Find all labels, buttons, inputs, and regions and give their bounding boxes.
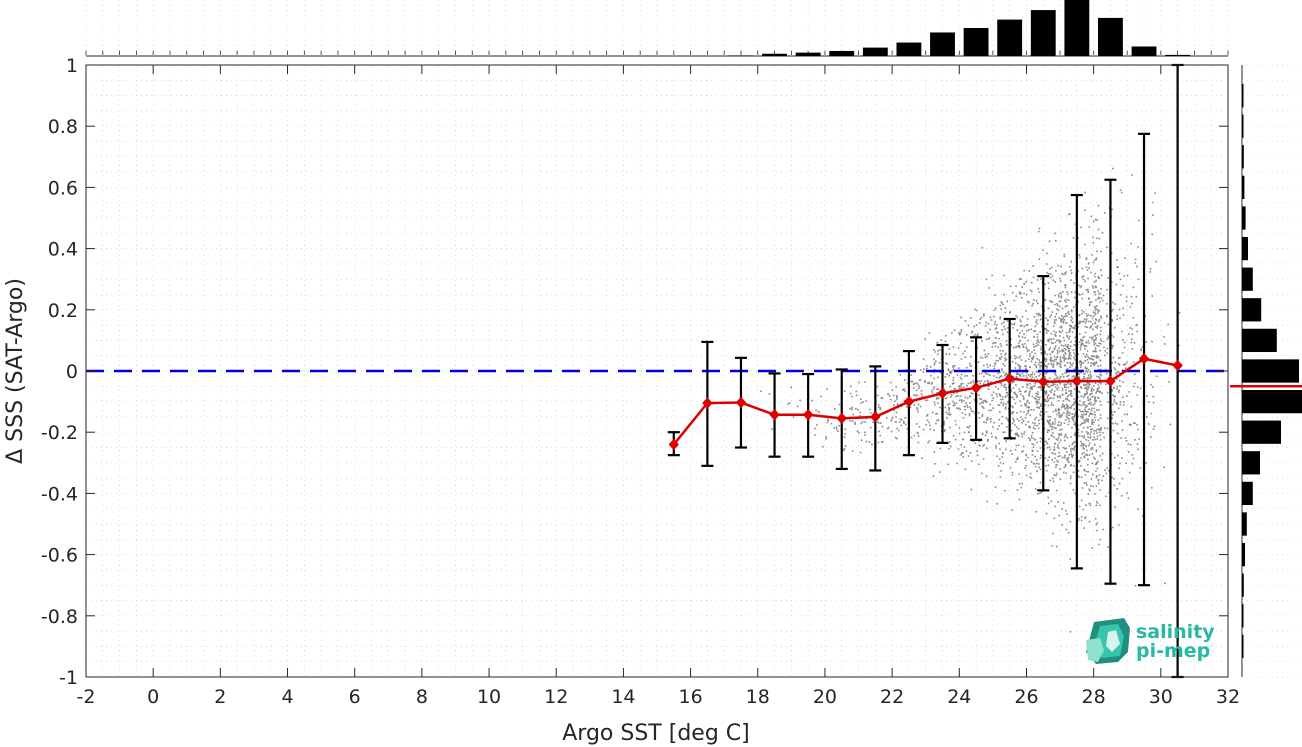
y-histogram-bar <box>1242 175 1245 200</box>
mean-marker <box>702 397 713 409</box>
y-tick-label: 0.4 <box>48 239 78 261</box>
y-tick-label: 0.8 <box>48 116 78 138</box>
y-histogram-bar <box>1242 481 1253 506</box>
y-histogram-bar <box>1242 359 1299 383</box>
mean-marker <box>836 412 847 425</box>
mean-marker <box>735 396 747 409</box>
x-tick-label: 30 <box>1149 686 1173 708</box>
y-tick-label: 0.6 <box>48 177 78 199</box>
mean-marker <box>970 382 982 394</box>
x-tick-label: 28 <box>1082 686 1106 708</box>
x-histogram-bar <box>762 53 787 56</box>
mean-marker <box>937 387 948 400</box>
logo-text-line1: salinity <box>1136 621 1215 643</box>
y-axis-ticks: 1 0.8 0.6 0.4 0.2 0 -0.2 -0.4 -0.6 -0.8 -1 <box>41 55 1228 689</box>
scatter-points <box>740 167 1181 633</box>
y-histogram-bar <box>1242 328 1277 353</box>
x-tick-label: 26 <box>1014 686 1038 708</box>
binned-mean-line <box>672 357 1178 446</box>
y-axis-label: Δ SSS (SAT-Argo) <box>3 278 28 464</box>
mean-marker <box>802 409 814 421</box>
y-histogram <box>1230 64 1302 678</box>
mean-marker <box>1138 353 1150 365</box>
x-axis-label: Argo SST [deg C] <box>562 721 749 746</box>
x-tick-label: 2 <box>214 686 226 708</box>
x-histogram-bar <box>862 47 888 56</box>
y-histogram-bar <box>1242 604 1244 628</box>
mean-markers <box>668 353 1183 451</box>
y-histogram-bar <box>1242 573 1244 597</box>
y-histogram-bar <box>1242 512 1247 536</box>
x-tick-label: 14 <box>611 686 635 708</box>
x-tick-label: 12 <box>544 686 568 708</box>
y-histogram-bar <box>1242 83 1244 108</box>
x-histogram-bar <box>1064 0 1090 56</box>
x-histogram-bar <box>997 19 1023 57</box>
x-histogram <box>85 0 1229 57</box>
x-tick-label: 16 <box>678 686 702 708</box>
x-tick-label: 6 <box>349 686 361 708</box>
y-histogram-bar <box>1242 145 1244 169</box>
x-tick-label: 22 <box>880 686 904 708</box>
x-axis-ticks: -2 0 2 4 6 8 10 12 14 16 18 20 22 24 26 28 30 32 <box>77 65 1240 708</box>
x-histogram-bar <box>1165 54 1191 56</box>
x-histogram-bar <box>1030 10 1056 56</box>
x-tick-label: 8 <box>416 686 428 708</box>
x-histogram-bar <box>795 52 821 56</box>
y-tick-label: -0.6 <box>41 545 78 567</box>
y-histogram-bar <box>1242 206 1246 230</box>
logo-icon <box>1086 618 1130 664</box>
y-histogram-bar <box>1242 389 1302 414</box>
mean-marker <box>1172 359 1183 372</box>
y-histogram-bar <box>1242 114 1244 138</box>
x-tick-label: 24 <box>947 686 971 708</box>
x-tick-label: 4 <box>281 686 293 708</box>
x-tick-label: -2 <box>77 686 96 708</box>
y-tick-label: -1 <box>59 667 78 689</box>
x-tick-label: 32 <box>1216 686 1240 708</box>
x-histogram-bar <box>1098 17 1123 57</box>
mean-marker <box>1071 375 1083 387</box>
y-tick-label: 0 <box>66 361 78 383</box>
salinity-pi-mep-logo: salinity pi-mep <box>1086 618 1215 664</box>
mean-marker <box>769 409 780 421</box>
y-tick-label: 0.2 <box>48 300 78 322</box>
x-histogram-bar <box>728 55 754 56</box>
x-tick-label: 0 <box>147 686 159 708</box>
y-tick-label: -0.4 <box>41 483 78 505</box>
y-histogram-bar <box>1242 451 1260 475</box>
mean-marker <box>903 395 915 408</box>
y-histogram-bar <box>1242 634 1244 659</box>
x-histogram-bar <box>829 50 855 56</box>
x-histogram-bar <box>930 32 955 56</box>
y-tick-label: -0.8 <box>41 606 78 628</box>
logo-text-line2: pi-mep <box>1136 640 1210 662</box>
y-histogram-bar <box>1242 236 1248 261</box>
x-tick-label: 20 <box>813 686 837 708</box>
mean-marker <box>668 438 679 451</box>
y-histogram-bar <box>1242 298 1262 322</box>
mean-marker <box>1038 375 1049 388</box>
x-histogram-bar <box>963 28 989 56</box>
y-histogram-bar <box>1242 267 1253 291</box>
mean-marker <box>870 411 881 423</box>
y-tick-label: -0.2 <box>41 422 78 444</box>
y-tick-label: 1 <box>66 55 78 77</box>
y-histogram-bar <box>1242 420 1281 444</box>
mean-marker <box>1105 375 1116 387</box>
x-histogram-bar <box>1131 46 1157 56</box>
scatter-cloud <box>740 167 1181 633</box>
x-tick-label: 10 <box>477 686 501 708</box>
y-histogram-bar <box>1242 542 1245 567</box>
mean-marker <box>1004 372 1015 385</box>
x-tick-label: 18 <box>746 686 770 708</box>
x-histogram-bar <box>896 42 922 56</box>
